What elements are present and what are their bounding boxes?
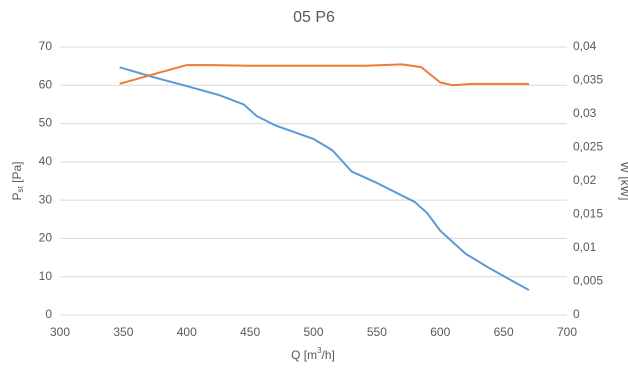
x-tick-label: 300 [50,325,70,339]
y2-tick-label: 0 [573,307,580,321]
x-label-part: Q [m [291,348,317,362]
x-tick-label: 350 [113,325,133,339]
series-line [119,63,529,87]
y2-tick-label: 0,015 [573,207,603,221]
x-tick-label: 700 [557,325,577,339]
y-tick-label: 0 [45,307,52,321]
y-tick-label: 60 [39,77,53,91]
x-label-sup: 3 [317,346,322,355]
x-tick-label: 550 [367,325,387,339]
y-label-part: [Pa] [10,162,24,187]
y2-tick-label: 0,035 [573,73,603,87]
y-label-sub: st [16,185,25,192]
y2-tick-label: 0,025 [573,140,603,154]
y2-tick-label: 0,03 [573,106,597,120]
y-tick-label: 10 [39,269,53,283]
x-tick-label: 650 [494,325,514,339]
x-tick-label: 600 [430,325,450,339]
y-tick-label: 40 [39,154,53,168]
x-tick-label: 400 [177,325,197,339]
y-axis-label: Pst [Pa] [10,162,25,201]
y-tick-label: 70 [39,39,53,53]
y-tick-label: 50 [39,116,53,130]
y2-tick-label: 0,005 [573,274,603,288]
y2-tick-label: 0,02 [573,173,597,187]
chart-title: 05 P6 [293,9,335,26]
x-tick-label: 500 [303,325,323,339]
y-tick-label: 20 [39,231,53,245]
y2-axis-label: W [kW] [618,162,628,201]
y-label-part: P [10,192,24,200]
x-tick-label: 450 [240,325,260,339]
y2-tick-label: 0,04 [573,39,597,53]
x-axis-label: Q [m3/h] [291,346,335,362]
y2-tick-label: 0,01 [573,240,597,254]
x-label-part: /h] [322,348,335,362]
series-line [119,66,530,291]
y-tick-label: 30 [39,192,53,206]
